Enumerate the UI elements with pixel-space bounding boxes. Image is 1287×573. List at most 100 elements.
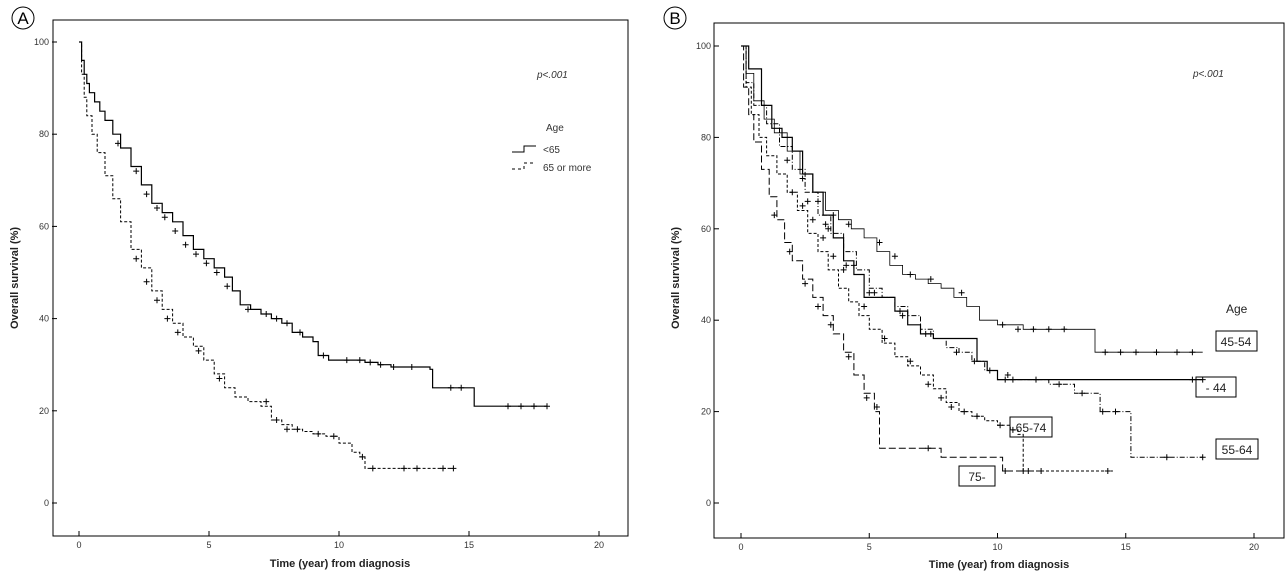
panel-b-censor-mark-45-54 (927, 276, 934, 283)
panel-b-censor-mark-44 (1199, 376, 1206, 383)
panel-a-censor-mark-65 (343, 357, 350, 364)
panel-b-censor-mark-75 (1002, 468, 1009, 474)
panel-b-censor-mark-65-74 (1104, 468, 1111, 474)
panel-b-y-axis-title: Overall survival (%) (670, 227, 682, 329)
panel-a-censor-mark-65-or-more (174, 329, 181, 336)
panel-b-censor-mark-75 (827, 321, 834, 328)
panel-b: B Overall survival (%) Time (year) from … (663, 6, 1285, 571)
panel-b-censor-mark-75 (1020, 468, 1027, 474)
panel-a-censor-mark-65-or-more (330, 433, 337, 440)
panel-b-x-axis-title: Time (year) from diagnosis (929, 559, 1069, 571)
panel-b-censor-mark-65-74 (938, 394, 945, 401)
panel-b-censor-mark-55-64 (897, 308, 903, 315)
panel-a-censor-mark-65 (408, 364, 415, 370)
panel-a-y-tick-label: 0 (44, 498, 49, 508)
panel-a-censor-mark-65 (213, 269, 220, 276)
panel-a-censor-mark-65 (273, 315, 280, 322)
panel-a-y-tick-label: 40 (39, 314, 49, 324)
panel-b-p-value: p<.001 (1192, 69, 1224, 80)
panel-b-censor-mark-55-64 (1056, 381, 1063, 388)
panel-b-censor-mark-75 (863, 394, 870, 401)
panel-b-axes: 0 20 40 60 80 100 0 5 10 15 20 (696, 41, 1259, 552)
panel-a-letter: A (17, 9, 29, 28)
panel-a-censor-mark-65-or-more (369, 465, 376, 472)
panel-b-y-tick-label: 60 (701, 224, 711, 234)
panel-a-censor-mark-65-or-more (450, 465, 457, 472)
panel-a-censor-mark-65 (518, 403, 524, 410)
panel-b-label-75plus: 75- (958, 465, 996, 487)
panel-b-censor-mark-45-54 (1117, 349, 1124, 356)
panel-b-censor-mark-45-54 (1133, 349, 1139, 356)
panel-b-label-text-45-54: 45-54 (1221, 335, 1252, 349)
panel-b-censor-mark-55-64 (1004, 372, 1011, 378)
panel-a-curve-65 (79, 41, 547, 407)
panel-a-y-tick-label: 100 (34, 37, 49, 47)
panel-b-censor-mark-45-54 (830, 212, 837, 219)
panel-b-letter: B (669, 9, 680, 28)
panel-b-censor-mark-44 (1189, 376, 1196, 383)
panel-a-legend-label-under65: <65 (543, 145, 560, 156)
panel-a-censor-mark-65 (367, 359, 374, 366)
panel-a-censor-mark-65-or-more (133, 255, 140, 262)
panel-b-label-under44: - 44 (1195, 376, 1237, 398)
panel-b-censor-mark-65-74 (974, 413, 980, 420)
panel-b-label-65-74: 65-74 (1009, 416, 1053, 438)
panel-b-censor-mark-44 (922, 330, 929, 337)
panel-b-censor-mark-65-74 (1009, 426, 1016, 433)
panel-a-censor-mark-65 (224, 283, 231, 290)
panel-b-x-tick-label: 15 (1121, 542, 1131, 552)
panel-b-censor-mark-75 (786, 248, 793, 255)
panel-b-censor-mark-65-74 (840, 266, 847, 273)
panel-b-y-tick-label: 80 (701, 132, 711, 142)
panel-b-censor-mark-55-64 (1099, 408, 1106, 415)
panel-b-censor-mark-55-64 (1199, 454, 1206, 461)
panel-b-x-tick-label: 10 (992, 542, 1002, 552)
panel-a-y-tick-label: 20 (39, 406, 49, 416)
panel-b-y-tick-label: 20 (701, 407, 711, 417)
panel-a-censor-mark-65-or-more (294, 426, 301, 433)
panel-a-censor-mark-65-or-more (164, 315, 171, 322)
panel-a-letter-circle (11, 6, 35, 30)
panel-b-censor-mark-44 (899, 312, 906, 319)
panel-b-censor-mark-55-64 (850, 262, 857, 269)
panel-a-censor-mark-65-or-more (216, 375, 223, 382)
panel-a-censor-mark-65 (390, 364, 397, 370)
panel-a-legend-title: Age (546, 123, 564, 134)
panel-b-y-tick-label: 100 (696, 41, 711, 51)
panel-a-censor-mark-65 (544, 403, 550, 410)
panel-b-censor-mark-65-74 (809, 216, 816, 223)
panel-a-x-axis-title: Time (year) from diagnosis (270, 558, 410, 570)
panel-b-x-tick-label: 20 (1249, 542, 1259, 552)
panel-b-censor-mark-45-54 (907, 271, 914, 278)
panel-b-label-45-54: 45-54 (1215, 330, 1258, 352)
panel-b-letter-circle (663, 6, 687, 30)
panel-b-curve-45-54 (741, 45, 1203, 353)
panel-b-label-box-55-64 (1215, 438, 1259, 460)
panel-b-censor-mark-45-54 (1102, 349, 1109, 356)
panel-b-censor-mark-65-74 (1025, 468, 1032, 474)
panel-b-censor-mark-75 (873, 404, 880, 410)
panel-a-censor-mark-65-or-more (263, 398, 270, 405)
panel-a-x-tick-label: 10 (334, 540, 344, 550)
panel-b-y-tick-label: 0 (706, 498, 711, 508)
panel-b-label-text-65-74: 65-74 (1016, 421, 1047, 435)
panel-a-censor-mark-65 (531, 403, 537, 410)
panel-a-censor-mark-65 (115, 140, 121, 147)
panel-b-censor-mark-45-54 (1030, 326, 1037, 333)
panel-a-censor-mark-65 (356, 357, 363, 364)
panel-a-legend-label-65plus: 65 or more (543, 163, 592, 174)
panel-b-censor-mark-75 (815, 303, 821, 310)
panel-b-censor-mark-55-64 (953, 349, 960, 356)
panel-b-censor-mark-45-54 (1015, 326, 1021, 333)
panel-b-censor-mark-65-74 (997, 422, 1004, 429)
panel-b-plot-frame (713, 22, 1285, 539)
panel-b-censor-mark-75 (845, 353, 852, 360)
panel-b-censor-mark-75 (771, 212, 778, 219)
panel-b-censor-mark-55-64 (804, 198, 811, 205)
panel-a-censor-mark-65-or-more (414, 465, 420, 472)
panel-a-censor-mark-65 (458, 384, 465, 391)
panel-b-censor-mark-55-64 (971, 358, 978, 365)
panel-b-censor-mark-55-64 (1079, 390, 1086, 397)
panel-b-censor-mark-65-74 (925, 381, 932, 388)
panel-a-x-tick-label: 20 (594, 540, 604, 550)
